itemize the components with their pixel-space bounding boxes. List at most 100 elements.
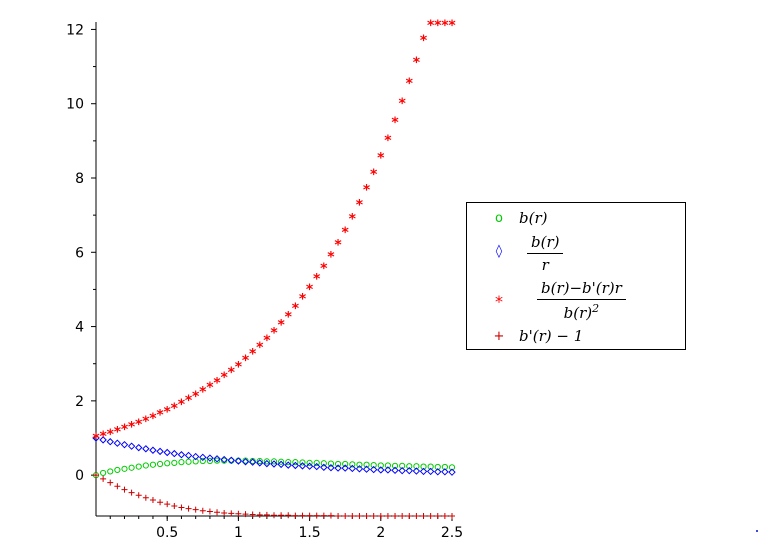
legend-item-b: o b(r) <box>467 209 685 229</box>
series-point: * <box>156 408 164 424</box>
series-point <box>441 468 449 476</box>
series-point <box>93 472 99 479</box>
series-point <box>199 457 206 465</box>
series-point: * <box>285 310 293 326</box>
series-point <box>256 511 263 518</box>
series-point <box>213 455 221 463</box>
series-point: * <box>213 375 221 391</box>
series-point: * <box>249 347 257 363</box>
series-point <box>334 464 342 472</box>
series-point <box>426 467 435 476</box>
series-point <box>299 512 306 519</box>
series-point <box>377 466 385 474</box>
series-point <box>249 457 256 465</box>
series-point <box>278 458 285 465</box>
series-point <box>163 448 171 457</box>
series-point: * <box>349 211 357 227</box>
series-point: * <box>178 397 186 413</box>
series-point <box>349 513 356 519</box>
legend-label-derivative: b'(r) − 1 <box>519 327 584 345</box>
series-point <box>449 513 455 519</box>
series-point <box>100 469 107 477</box>
series-point: * <box>164 404 172 420</box>
series-point <box>355 465 364 473</box>
series-point: * <box>327 250 335 266</box>
legend-marker-circle-icon: o <box>495 211 503 226</box>
series-point <box>284 461 292 469</box>
series-point <box>235 510 242 517</box>
series-point <box>206 457 214 465</box>
series-point <box>292 512 299 519</box>
series-point: * <box>320 261 328 277</box>
series-point <box>121 486 128 493</box>
series-point: * <box>391 115 399 131</box>
series-point <box>191 452 200 461</box>
series-point <box>185 505 192 512</box>
series-point <box>220 455 228 464</box>
series-point: * <box>199 385 207 401</box>
legend-label-b-over-r-den: r <box>541 256 549 274</box>
series-point <box>342 513 349 519</box>
series-point <box>363 513 370 519</box>
series-point: * <box>220 370 228 386</box>
series-point <box>221 457 228 464</box>
series-1 <box>92 434 456 476</box>
series-point <box>214 509 221 516</box>
series-point <box>271 512 277 519</box>
series-point <box>377 513 384 519</box>
series-point <box>413 513 420 519</box>
series-point <box>135 443 143 452</box>
chart-axes: 0 2 4 6 8 10 12 0.5 1 1.5 2 2.5 r <box>66 22 463 545</box>
series-point: * <box>334 237 342 253</box>
series-point <box>327 464 335 472</box>
legend-label-ratio: b(r)−b'(r)r b(r)2 <box>537 279 626 322</box>
series-point <box>256 457 263 465</box>
legend-marker-diamond-icon: ◊ <box>495 244 503 259</box>
series-point: * <box>448 18 456 34</box>
series-point <box>298 462 307 470</box>
y-tick-label: 4 <box>75 320 84 336</box>
y-tick-label: 10 <box>66 97 84 113</box>
series-point <box>213 457 221 464</box>
series-point <box>142 462 149 469</box>
series-point <box>305 462 314 470</box>
series-point <box>427 513 434 519</box>
series-point <box>135 492 142 499</box>
series-point <box>391 466 399 475</box>
series-point: * <box>128 419 136 435</box>
series-point <box>278 512 285 519</box>
series-point <box>362 465 371 473</box>
series-point <box>184 451 193 460</box>
series-point <box>120 440 129 449</box>
series-point <box>156 460 164 468</box>
series-point <box>106 438 114 446</box>
series-point <box>306 512 313 519</box>
series-point <box>370 513 377 519</box>
series-point: * <box>299 292 307 308</box>
series-point <box>299 459 306 466</box>
series-point <box>413 463 420 470</box>
series-point: * <box>235 359 243 375</box>
series-point: * <box>313 272 321 288</box>
series-point <box>228 510 235 517</box>
series-point <box>263 458 270 465</box>
series-point: * <box>263 333 271 349</box>
legend-label-ratio-den: b(r)2 <box>564 300 599 322</box>
series-point: * <box>149 411 157 427</box>
series-point: * <box>406 76 414 92</box>
series-point <box>427 463 434 470</box>
x-tick-label: 2 <box>376 525 385 541</box>
series-point <box>221 510 228 517</box>
series-point: * <box>192 389 200 405</box>
series-point <box>384 513 391 519</box>
y-tick-label: 6 <box>75 245 84 261</box>
series-point <box>135 463 142 470</box>
series-point <box>249 511 256 518</box>
series-point: * <box>356 197 364 213</box>
series-point <box>399 513 406 519</box>
series-point <box>277 460 285 469</box>
series-point <box>377 462 384 469</box>
series-point <box>306 459 313 466</box>
y-tick-label: 8 <box>75 171 84 187</box>
